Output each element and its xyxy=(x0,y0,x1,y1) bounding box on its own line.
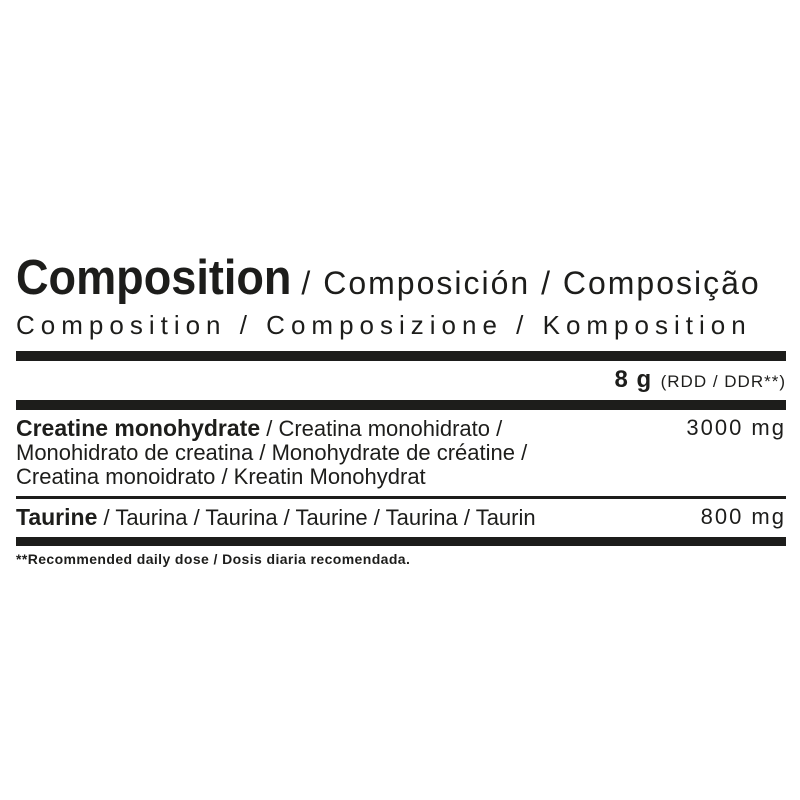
ingredient-text: Creatine monohydrate / Creatina monohidr… xyxy=(16,416,668,489)
ingredient-name: Creatine monohydrate xyxy=(16,415,261,441)
title-main: Composition xyxy=(16,251,292,305)
ingredient-name: Taurine xyxy=(16,504,98,530)
ingredient-translations: / Creatina monohidrato / Monohidrato de … xyxy=(16,416,528,489)
serving-size-row: 8 g (RDD / DDR**) xyxy=(16,361,786,400)
serving-note: (RDD / DDR**) xyxy=(660,372,786,391)
ingredient-text: Taurine / Taurina / Taurina / Taurine / … xyxy=(16,505,683,530)
ingredient-amount: 800 mg xyxy=(700,504,786,529)
divider-bar-header xyxy=(16,400,786,410)
ingredient-row-taurine: Taurine / Taurina / Taurina / Taurine / … xyxy=(16,499,786,537)
title-translations-line1: / Composición / Composição xyxy=(301,265,761,301)
serving-amount: 8 g xyxy=(614,366,653,393)
panel-title: Composition / Composición / Composição xyxy=(16,254,786,303)
ingredient-amount: 3000 mg xyxy=(686,415,786,440)
footnote-recommended-daily-dose: **Recommended daily dose / Dosis diaria … xyxy=(16,551,411,567)
ingredient-translations: / Taurina / Taurina / Taurine / Taurina … xyxy=(97,505,536,530)
divider-bar-bottom xyxy=(16,537,786,546)
title-translations-line2: Composition / Composizione / Komposition xyxy=(16,310,752,340)
ingredient-row-creatine: Creatine monohydrate / Creatina monohidr… xyxy=(16,410,786,496)
composition-panel: Composition / Composición / Composição C… xyxy=(16,254,786,567)
divider-rule-thin xyxy=(16,496,786,499)
divider-bar-top xyxy=(16,351,786,361)
